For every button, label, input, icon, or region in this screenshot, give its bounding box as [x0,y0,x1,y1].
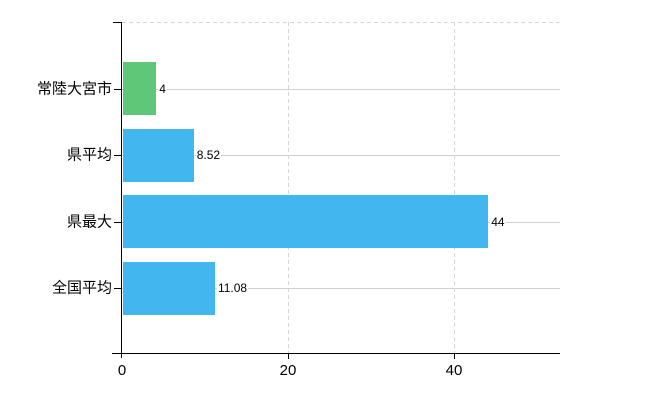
category-label-常陸大宮市: 常陸大宮市 [36,80,112,97]
category-gridline [122,288,560,289]
x-tick-label-20: 20 [279,362,297,379]
category-label-全国平均: 全国平均 [51,279,112,297]
bar-常陸大宮市 [123,62,157,115]
x-axis-line [112,353,560,354]
plot-top-border [122,22,560,23]
x-axis-tick-40 [454,354,455,359]
category-label-県平均: 県平均 [66,146,112,164]
y-axis-top-tick [113,22,121,23]
value-label-県平均: 8.52 [195,148,222,162]
x-tick-label-0: 0 [117,362,127,379]
value-label-常陸大宮市: 4 [158,81,167,96]
y-axis-tick-県平均 [114,155,121,156]
x-gridline-40 [454,22,455,353]
value-label-県最大: 44 [490,214,506,229]
x-tick-label-40: 40 [445,362,463,379]
category-gridline [122,155,560,156]
bar-全国平均 [123,261,215,315]
y-axis-tick-全国平均 [114,288,121,289]
y-axis-tick-県最大 [114,221,121,223]
y-axis-line [121,22,122,358]
x-gridline-20 [288,22,289,353]
x-axis-tick-20 [288,354,289,359]
category-gridline [122,88,560,90]
value-label-全国平均: 11.08 [216,281,249,295]
bar-県最大 [123,195,489,248]
y-axis-tick-常陸大宮市 [114,88,121,90]
bar-県平均 [123,128,194,182]
category-label-県最大: 県最大 [66,213,112,230]
